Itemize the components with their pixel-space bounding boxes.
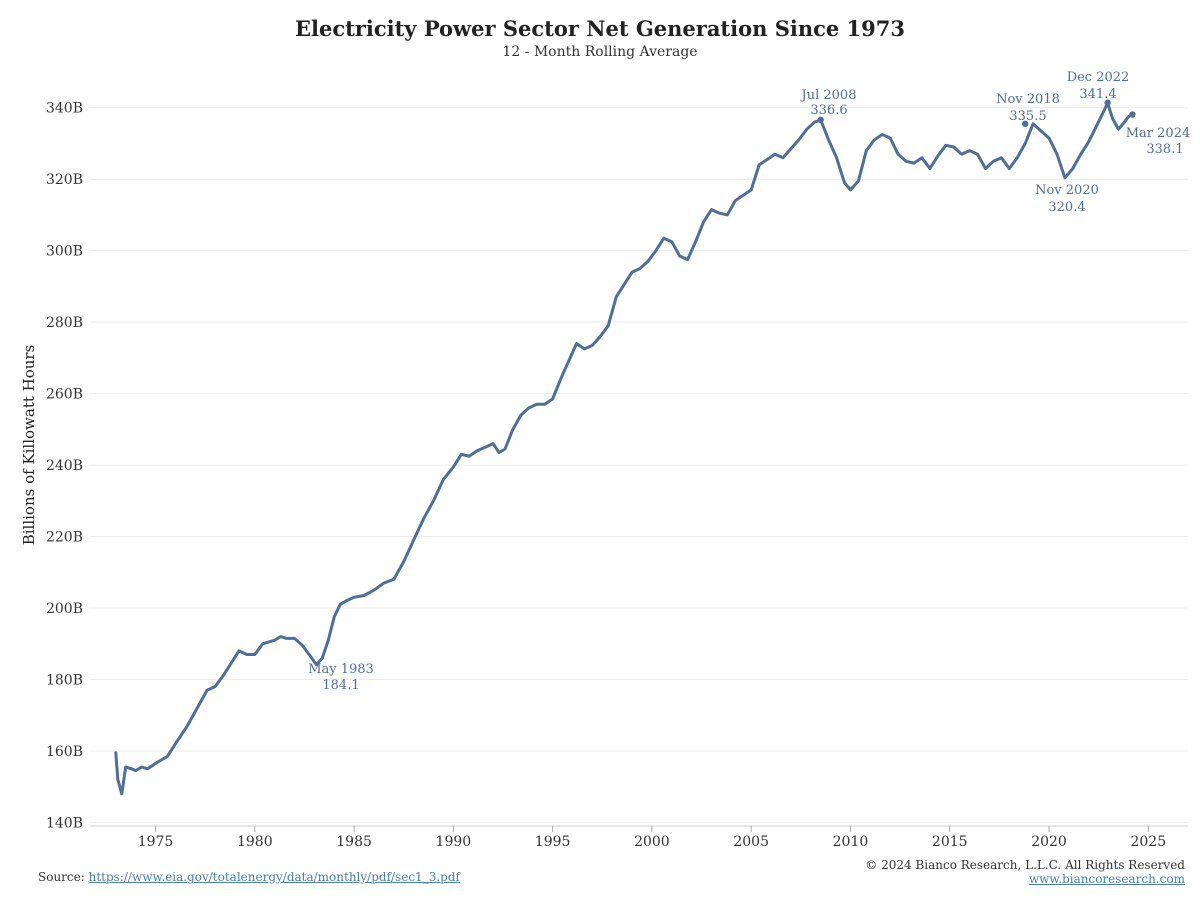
x-tick-label: 1975 [138,834,174,850]
y-tick-label: 200B [46,601,83,617]
annotation-nov-2020-value: 320.4 [1048,200,1085,215]
y-tick-label: 260B [46,387,83,403]
axis-ticks: 1975 1980 1985 1990 1995 2000 2005 2010 2015 2020… [90,825,1188,850]
grid-lines [90,107,1188,823]
x-tick-label: 2000 [634,834,670,850]
annotation-dec-2022-label: Dec 2022 [1067,70,1130,85]
annotations: May 1983 184.1 Jul 2008 336.6 Nov 2018 3… [308,70,1190,693]
annotation-nov-2018-value: 335.5 [1009,109,1046,124]
y-tick-label: 280B [46,315,83,331]
website-link[interactable]: www.biancoresearch.com [1028,872,1185,886]
x-tick-label: 2020 [1031,834,1067,850]
y-tick-label: 220B [46,530,83,546]
y-tick-label: 240B [46,458,83,474]
series-line [114,101,1134,796]
x-tick-label: 1985 [336,834,372,850]
x-tick-label: 1995 [535,834,571,850]
chart-subtitle: 12 - Month Rolling Average [502,44,698,60]
annotation-marker [817,116,824,124]
annotation-markers [817,99,1136,128]
copyright-block: © 2024 Bianco Research, L.L.C. All Right… [865,858,1185,886]
x-tick-label: 2010 [833,834,869,850]
source-label: Source: [38,870,85,884]
y-tick-label: 180B [46,672,83,688]
annotation-mar-2024-value: 338.1 [1146,142,1183,157]
source-note: Source: https://www.eia.gov/totalenergy/… [38,870,460,884]
annotation-nov-2018-label: Nov 2018 [996,92,1060,107]
x-tick-label: 1980 [237,834,273,850]
y-axis-ticks: 140B 160B 180B 200B 220B 240B 260B 280B 300B 320B… [46,101,83,832]
annotation-jul-2008-label: Jul 2008 [800,88,857,103]
annotation-jul-2008-value: 336.6 [810,103,847,118]
annotation-marker [1129,111,1136,118]
annotation-may-1983-value: 184.1 [322,678,359,693]
annotation-marker [1021,120,1029,128]
x-tick-label: 1990 [436,834,472,850]
y-tick-label: 300B [46,244,83,260]
y-tick-label: 340B [46,101,83,117]
annotation-marker [1104,99,1111,106]
x-tick-label: 2015 [932,834,968,850]
annotation-mar-2024-label: Mar 2024 [1126,126,1191,141]
x-tick-label: 2025 [1130,834,1166,850]
y-tick-label: 160B [46,744,83,760]
y-tick-label: 320B [46,172,83,188]
annotation-may-1983-label: May 1983 [308,662,374,677]
annotation-nov-2020-label: Nov 2020 [1035,183,1099,198]
chart-title: Electricity Power Sector Net Generation … [294,16,906,41]
annotation-dec-2022-value: 341.4 [1079,87,1116,102]
source-link[interactable]: https://www.eia.gov/totalenergy/data/mon… [88,870,460,884]
y-axis-label: Billions of Killowatt Hours [20,345,38,546]
y-tick-label: 140B [46,815,83,831]
copyright-text: © 2024 Bianco Research, L.L.C. All Right… [865,858,1185,872]
x-tick-label: 2005 [733,834,769,850]
